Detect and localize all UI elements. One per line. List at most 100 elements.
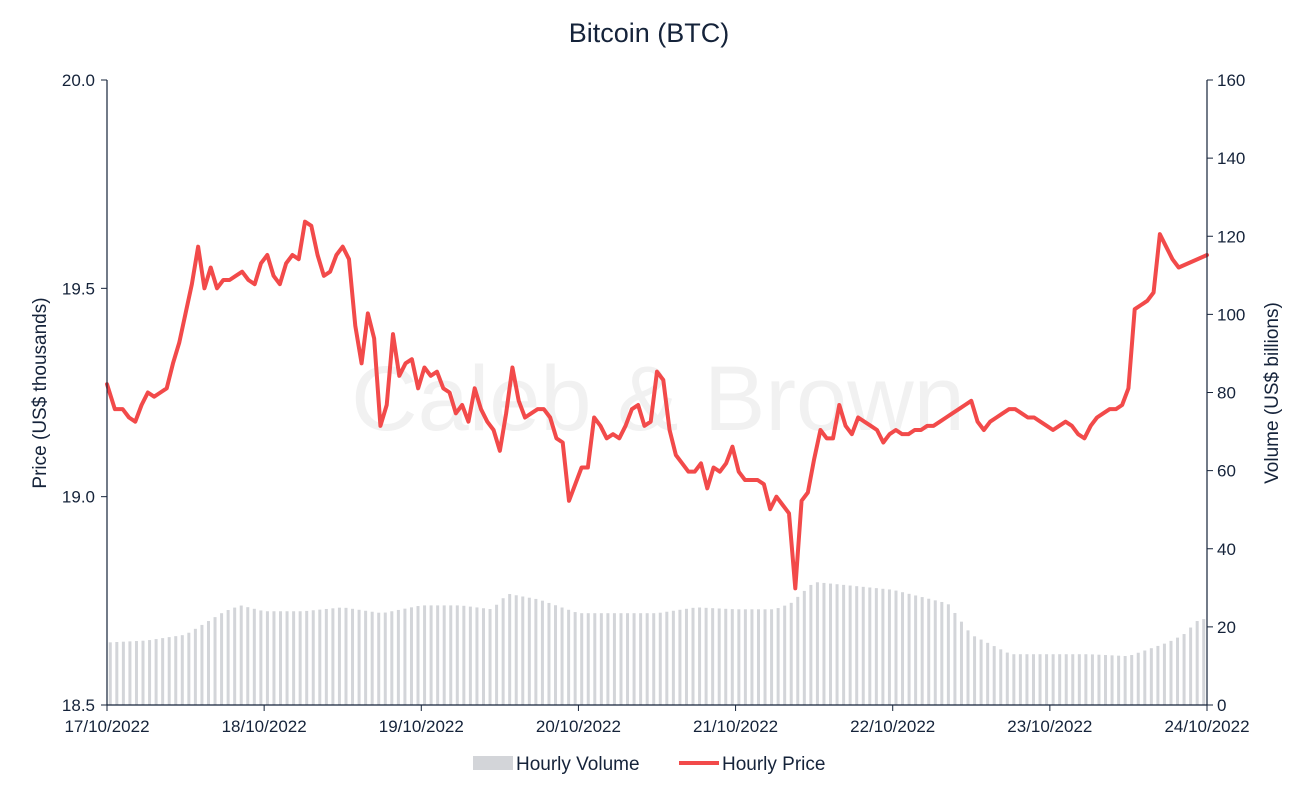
- volume-bar: [115, 642, 119, 705]
- volume-bar: [1097, 654, 1101, 705]
- right-tick-label: 140: [1217, 149, 1245, 168]
- volume-bar: [481, 608, 485, 705]
- volume-bar: [1104, 655, 1108, 705]
- volume-bar: [704, 607, 708, 705]
- volume-bar: [324, 608, 328, 705]
- volume-bar: [1195, 621, 1199, 705]
- volume-bar: [593, 613, 597, 705]
- volume-bar: [842, 584, 846, 705]
- volume-bar: [665, 611, 669, 705]
- volume-bar: [770, 609, 774, 705]
- volume-bar: [187, 632, 191, 705]
- volume-bar: [1058, 654, 1062, 705]
- volume-bar: [1077, 654, 1081, 705]
- volume-bar: [717, 608, 721, 705]
- volume-bar: [953, 612, 957, 705]
- volume-bar: [724, 608, 728, 705]
- volume-bar: [599, 613, 603, 705]
- volume-bar: [933, 600, 937, 705]
- volume-bar: [626, 613, 630, 705]
- left-tick-label: 20.0: [62, 71, 95, 90]
- volume-bar: [560, 607, 564, 705]
- volume-bar: [1110, 655, 1114, 705]
- volume-bar: [298, 611, 302, 705]
- x-tick-label: 23/10/2022: [1007, 717, 1092, 736]
- volume-bar: [279, 611, 283, 705]
- volume-bar: [442, 605, 446, 705]
- right-tick-label: 160: [1217, 71, 1245, 90]
- volume-bar: [1169, 640, 1173, 705]
- volume-bar: [554, 605, 558, 705]
- volume-bar: [1182, 634, 1186, 705]
- volume-bar: [436, 605, 440, 705]
- chart-title: Bitcoin (BTC): [569, 18, 730, 48]
- volume-bar: [979, 639, 983, 705]
- volume-bar: [730, 609, 734, 705]
- volume-bar: [292, 611, 296, 705]
- volume-bar: [206, 621, 210, 705]
- volume-bar: [652, 613, 656, 705]
- price-series: [105, 219, 1209, 591]
- volume-bar: [148, 640, 152, 705]
- volume-bar: [737, 609, 741, 705]
- volume-bar: [645, 613, 649, 705]
- volume-bar: [416, 606, 420, 705]
- legend-label-price: Hourly Price: [722, 754, 825, 775]
- volume-bar: [639, 613, 643, 705]
- volume-bar: [141, 640, 145, 705]
- volume-bar: [357, 609, 361, 705]
- volume-bar: [1130, 655, 1134, 705]
- volume-bar: [364, 610, 368, 705]
- volume-bar: [1143, 650, 1147, 705]
- volume-bar: [1189, 627, 1193, 705]
- volume-bar: [1038, 654, 1042, 705]
- volume-bar: [986, 642, 990, 705]
- volume-bar: [973, 636, 977, 705]
- legend-label-volume: Hourly Volume: [516, 754, 640, 775]
- volume-bars: [108, 582, 1206, 705]
- volume-bar: [259, 610, 263, 705]
- volume-bar: [501, 598, 505, 705]
- volume-bar: [508, 594, 512, 705]
- volume-bar: [318, 609, 322, 705]
- x-tick-label: 20/10/2022: [536, 717, 621, 736]
- volume-bar: [180, 635, 184, 705]
- volume-bar: [658, 612, 662, 705]
- volume-bar: [344, 607, 348, 705]
- volume-bar: [239, 605, 243, 705]
- volume-bar: [134, 641, 138, 705]
- volume-bar: [783, 605, 787, 705]
- volume-bar: [390, 611, 394, 705]
- volume-bar: [1136, 652, 1140, 705]
- volume-bar: [226, 610, 230, 705]
- volume-bar: [789, 602, 793, 705]
- volume-bar: [763, 609, 767, 705]
- volume-bar: [383, 612, 387, 705]
- volume-bar: [756, 609, 760, 705]
- left-tick-label: 19.5: [62, 279, 95, 298]
- right-tick-label: 60: [1217, 462, 1236, 481]
- volume-bar: [193, 628, 197, 705]
- volume-bar: [1156, 645, 1160, 705]
- price-line: [105, 219, 1209, 591]
- volume-bar: [907, 593, 911, 705]
- volume-bar: [200, 624, 204, 705]
- volume-bar: [121, 641, 125, 705]
- volume-bar: [488, 609, 492, 705]
- volume-bar: [881, 588, 885, 705]
- volume-bar: [311, 610, 315, 705]
- volume-bar: [835, 584, 839, 705]
- volume-bar: [966, 630, 970, 705]
- volume-bar: [861, 586, 865, 705]
- volume-bar: [409, 607, 413, 705]
- volume-bar: [449, 605, 453, 705]
- x-tick-label: 18/10/2022: [222, 717, 307, 736]
- volume-bar: [743, 609, 747, 705]
- volume-bar: [612, 613, 616, 705]
- volume-bar: [1045, 654, 1049, 705]
- volume-bar: [495, 604, 499, 705]
- volume-bar: [1117, 655, 1121, 705]
- volume-bar: [468, 606, 472, 705]
- volume-bar: [567, 609, 571, 705]
